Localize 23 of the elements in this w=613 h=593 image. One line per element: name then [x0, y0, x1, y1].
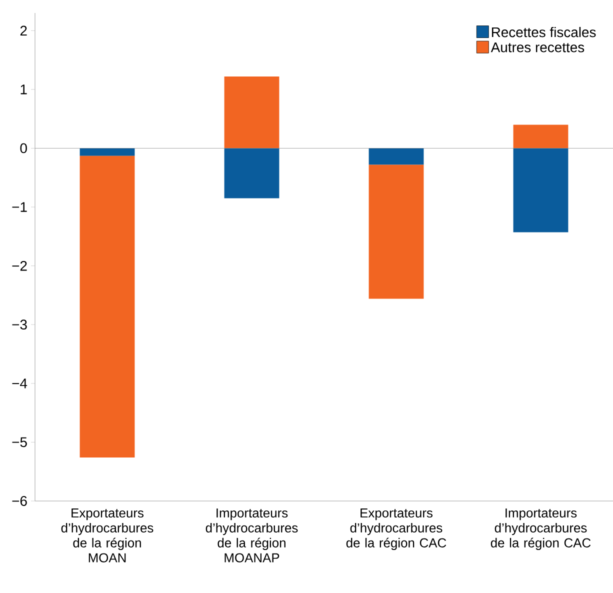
- y-tick-label: −3: [12, 320, 27, 330]
- bar: [513, 124, 568, 148]
- legend-label: Recettes fiscales: [492, 26, 596, 38]
- y-tick-label: 2: [20, 26, 27, 36]
- x-tick-label: Importateurs d’hydrocarbures de la région MOANAP: [206, 508, 298, 562]
- x-tick-label: Exportateurs d’hydrocarbures de la région MOAN: [61, 508, 154, 562]
- y-tick-label: −4: [12, 378, 28, 388]
- x-tick-label: Exportateurs d’hydrocarbures de la région CAC: [346, 508, 446, 550]
- bar: [368, 148, 424, 165]
- bar: [224, 76, 280, 148]
- y-tick-label: −5: [12, 437, 27, 448]
- x-tick-label: Importateurs d’hydrocarbures de la région CAC: [490, 508, 591, 550]
- y-tick-label: 0: [20, 143, 27, 154]
- y-tick-label: −6: [12, 496, 27, 506]
- bar: [513, 148, 568, 232]
- bar: [80, 148, 135, 156]
- legend-label: Autres recettes: [490, 42, 584, 52]
- y-tick-label: 1: [20, 84, 27, 94]
- y-tick-label: −1: [12, 202, 27, 212]
- bar: [224, 148, 280, 198]
- bar: [80, 156, 135, 458]
- bar: [368, 164, 424, 299]
- y-tick-label: −2: [12, 260, 27, 271]
